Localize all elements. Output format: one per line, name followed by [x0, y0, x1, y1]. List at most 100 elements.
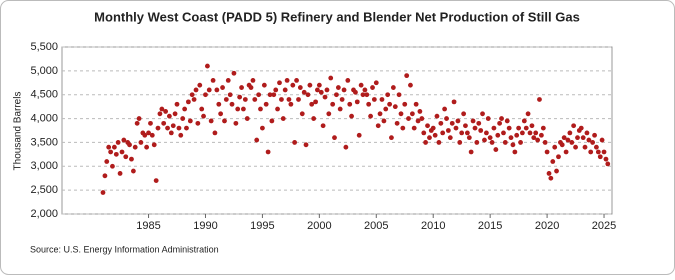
data-point — [525, 111, 531, 117]
data-point — [229, 101, 235, 107]
data-point — [413, 101, 419, 107]
data-point — [425, 123, 430, 129]
data-point — [449, 120, 455, 126]
data-point — [305, 92, 311, 98]
data-point — [400, 125, 406, 131]
data-point — [538, 132, 544, 138]
data-point — [519, 130, 525, 136]
data-point — [288, 101, 294, 107]
data-point — [451, 99, 457, 105]
data-point — [197, 82, 203, 88]
data-point — [210, 78, 216, 83]
data-point — [580, 135, 586, 141]
data-point — [459, 130, 465, 136]
data-point — [483, 130, 489, 136]
data-point — [586, 137, 592, 143]
data-point — [371, 97, 377, 102]
chart-title: Monthly West Coast (PADD 5) Refinery and… — [94, 9, 580, 24]
data-point — [495, 132, 501, 138]
data-point — [389, 135, 394, 141]
data-point — [184, 125, 189, 131]
y-tick-label: 2,500 — [30, 184, 58, 196]
data-point — [265, 149, 271, 155]
data-point — [390, 85, 396, 90]
data-point — [148, 120, 153, 126]
data-point — [478, 128, 484, 133]
data-point — [597, 154, 603, 160]
data-point — [480, 111, 485, 117]
data-point — [258, 106, 263, 112]
data-point — [254, 137, 260, 143]
data-point — [457, 140, 463, 145]
data-point — [172, 111, 178, 117]
data-point — [166, 113, 172, 119]
data-point — [445, 128, 451, 133]
data-point — [561, 135, 567, 141]
data-point — [438, 120, 444, 126]
data-point — [252, 97, 258, 102]
data-point — [489, 140, 495, 145]
data-point — [100, 190, 106, 195]
data-point — [235, 106, 241, 112]
data-point — [110, 163, 115, 169]
data-point — [440, 130, 446, 136]
data-point — [398, 111, 404, 117]
data-point — [345, 78, 351, 83]
data-point — [442, 106, 448, 112]
y-tick-label: 5,500 — [30, 41, 58, 53]
data-point — [353, 89, 358, 95]
data-point — [427, 135, 432, 141]
data-point — [521, 118, 527, 124]
data-point — [313, 99, 318, 105]
data-point — [595, 149, 601, 155]
data-point — [334, 92, 339, 98]
data-point — [375, 123, 381, 129]
data-point — [223, 97, 229, 102]
data-point — [366, 101, 372, 107]
data-point — [248, 85, 254, 90]
data-point — [151, 142, 157, 148]
data-point — [203, 92, 208, 98]
data-point — [149, 132, 155, 138]
data-point — [603, 156, 609, 162]
data-point — [523, 125, 529, 131]
y-tick-label: 4,000 — [30, 112, 58, 124]
data-point — [404, 73, 410, 79]
data-point — [222, 118, 227, 124]
data-point — [468, 149, 474, 155]
data-point — [394, 120, 400, 126]
data-point — [476, 120, 482, 126]
data-point — [499, 116, 504, 121]
data-point — [455, 118, 461, 124]
data-point — [231, 70, 237, 76]
data-point — [269, 118, 275, 124]
data-point — [356, 132, 362, 138]
data-point — [250, 78, 256, 83]
data-point — [387, 101, 393, 107]
data-point — [237, 94, 243, 100]
data-point — [111, 144, 117, 150]
data-point — [472, 125, 478, 131]
data-point — [381, 118, 387, 124]
data-point — [163, 109, 169, 114]
data-point — [544, 149, 550, 155]
data-point — [315, 87, 320, 93]
data-point — [187, 118, 193, 124]
data-point — [373, 80, 379, 86]
data-point — [297, 85, 303, 90]
data-point — [193, 87, 199, 93]
data-point — [485, 116, 491, 121]
data-point — [364, 92, 370, 98]
data-point — [584, 130, 590, 136]
data-point — [168, 130, 174, 136]
data-point — [324, 87, 330, 93]
data-point — [537, 97, 542, 102]
data-point — [174, 101, 180, 107]
data-point — [227, 92, 233, 98]
data-point — [408, 82, 413, 88]
data-point — [153, 178, 159, 184]
data-point — [280, 116, 286, 121]
data-point — [205, 63, 210, 69]
data-point — [332, 135, 337, 141]
data-point — [482, 137, 487, 143]
